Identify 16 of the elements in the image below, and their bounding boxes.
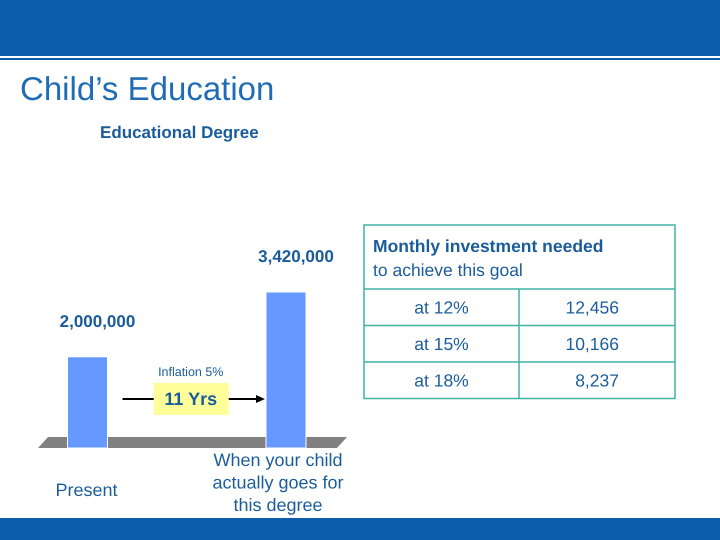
data-label: 2,000,000 [60, 312, 136, 331]
x-tick-label: When your child actually goes for this degree [212, 450, 344, 515]
annotation: Inflation 5% [158, 365, 224, 379]
data-label: 10,166 [565, 334, 619, 354]
text: to achieve this goal [373, 260, 523, 280]
data-label: 8,237 [575, 370, 619, 390]
annotation: 11 Yrs [164, 389, 218, 409]
category-label: at 12% [414, 297, 469, 318]
chart-title: Child’s Education [20, 70, 274, 107]
x-tick-label: Present [55, 480, 118, 500]
category-label: at 15% [414, 334, 469, 354]
data-label: 12,456 [565, 297, 619, 318]
chart-subtitle: Educational Degree [100, 123, 259, 142]
data-label: 3,420,000 [258, 247, 334, 266]
category-label: at 18% [414, 370, 469, 390]
text: Monthly investment needed [373, 236, 604, 256]
